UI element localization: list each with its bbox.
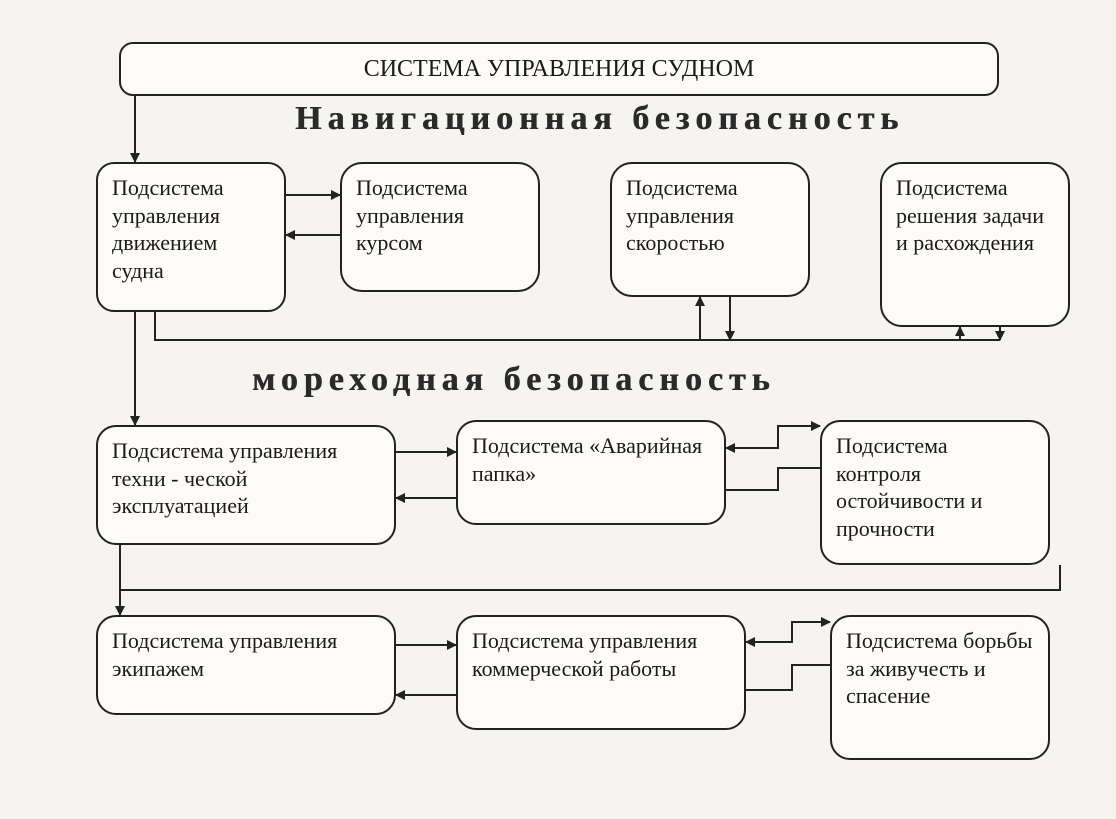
node-label: Подсистема управления курсом xyxy=(356,174,524,257)
node-motion-control: Подсистема управления движением судна xyxy=(96,162,286,312)
node-label: Подсистема управления скоростью xyxy=(626,174,794,257)
node-label: Подсистема управления экипажем xyxy=(112,627,380,682)
node-commercial-management: Подсистема управления коммерческой работ… xyxy=(456,615,746,730)
node-label: Подсистема «Аварийная папка» xyxy=(472,432,710,487)
node-label: Подсистема решения задачи и расхождения xyxy=(896,174,1054,257)
edge-m3-m2-bot xyxy=(726,468,820,490)
edge-b3-b2-bot xyxy=(746,665,830,690)
edge-m2-m3-top xyxy=(726,426,820,448)
section-title-seaworthy: мореходная безопасность xyxy=(252,361,776,399)
node-course-control: Подсистема управления курсом xyxy=(340,162,540,292)
node-label: Подсистема борьбы за живучесть и спасени… xyxy=(846,627,1034,710)
edge-n1-down-bus xyxy=(155,312,1000,340)
node-collision-avoidance: Подсистема решения задачи и расхождения xyxy=(880,162,1070,327)
node-label: Подсистема управления техни - ческой экс… xyxy=(112,437,380,520)
edge-b2-b3-top xyxy=(746,622,830,642)
node-label: Подсистема управления коммерческой работ… xyxy=(472,627,730,682)
edge-m3-down-link xyxy=(120,565,1060,590)
diagram-stage: Навигационная безопасность мореходная бе… xyxy=(0,0,1116,819)
node-label: Подсистема управления движением судна xyxy=(112,174,270,284)
node-crew-management: Подсистема управления экипажем xyxy=(96,615,396,715)
node-root-label: СИСТЕМА УПРАВЛЕНИЯ СУДНОМ xyxy=(364,54,755,84)
node-root: СИСТЕМА УПРАВЛЕНИЯ СУДНОМ xyxy=(119,42,999,96)
node-emergency-folder: Подсистема «Аварийная папка» xyxy=(456,420,726,525)
node-speed-control: Подсистема управления скоростью xyxy=(610,162,810,297)
node-technical-maintenance: Подсистема управления техни - ческой экс… xyxy=(96,425,396,545)
node-label: Подсистема контроля остойчивости и прочн… xyxy=(836,432,1034,542)
section-title-navigation: Навигационная безопасность xyxy=(295,100,904,138)
node-stability-control: Подсистема контроля остойчивости и прочн… xyxy=(820,420,1050,565)
node-survivability: Подсистема борьбы за живучесть и спасени… xyxy=(830,615,1050,760)
